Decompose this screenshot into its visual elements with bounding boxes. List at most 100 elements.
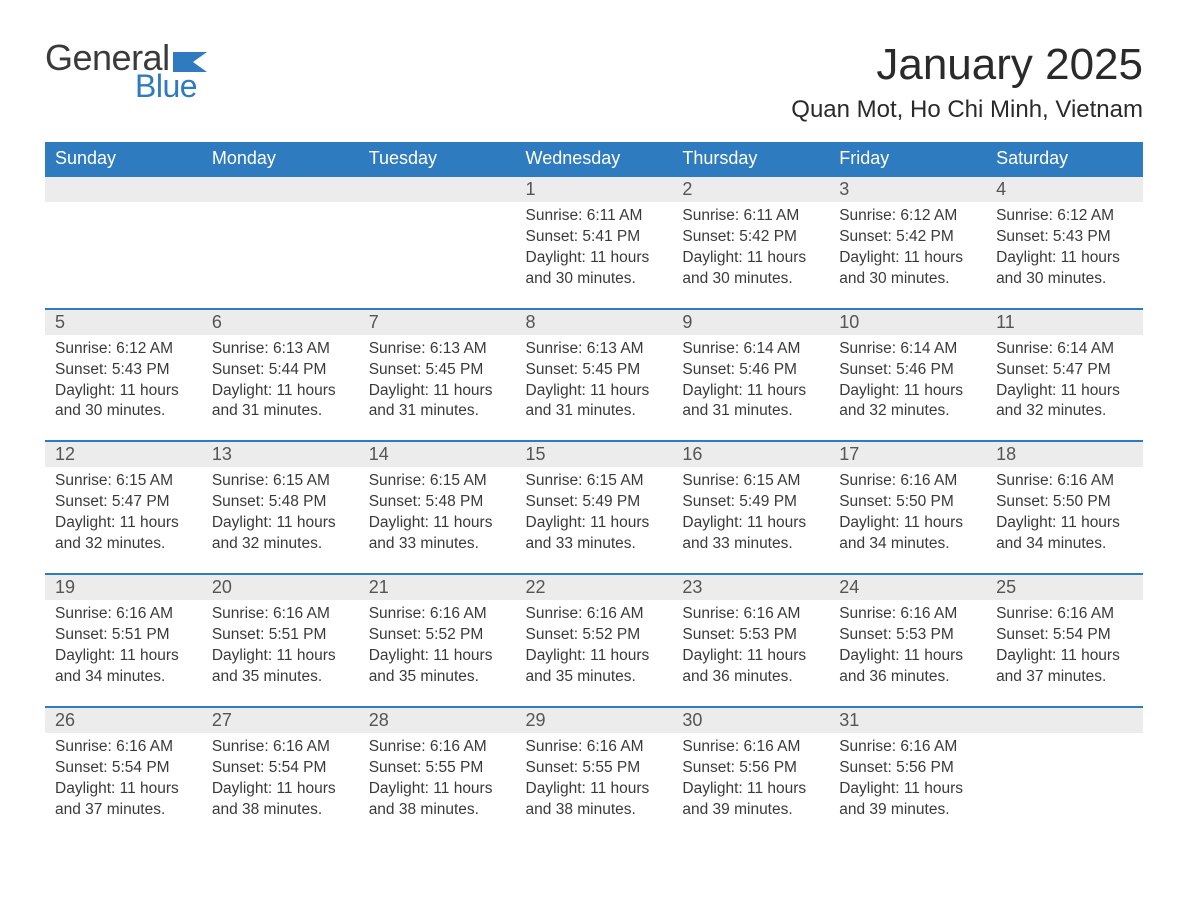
sunrise-text: Sunrise: 6:12 AM [996,206,1133,227]
sunrise-text: Sunrise: 6:15 AM [212,471,349,492]
day-number-cell: 3 [829,176,986,202]
day-number-cell [202,176,359,202]
daylight-text: Daylight: 11 hours and 35 minutes. [369,646,506,688]
day-number-cell: 17 [829,441,986,467]
sunrise-text: Sunrise: 6:16 AM [682,737,819,758]
sunset-text: Sunset: 5:43 PM [55,360,192,381]
day-number-cell: 13 [202,441,359,467]
sunset-text: Sunset: 5:46 PM [682,360,819,381]
day-number-cell: 5 [45,309,202,335]
sunset-text: Sunset: 5:56 PM [682,758,819,779]
month-title: January 2025 [791,40,1143,90]
daylight-text: Daylight: 11 hours and 36 minutes. [682,646,819,688]
sunrise-text: Sunrise: 6:16 AM [996,604,1133,625]
day-content-cell: Sunrise: 6:13 AMSunset: 5:45 PMDaylight:… [359,335,516,442]
sunset-text: Sunset: 5:49 PM [682,492,819,513]
day-content-cell: Sunrise: 6:12 AMSunset: 5:43 PMDaylight:… [986,202,1143,309]
sunset-text: Sunset: 5:53 PM [839,625,976,646]
day-number-cell: 30 [672,707,829,733]
day-content-cell: Sunrise: 6:16 AMSunset: 5:51 PMDaylight:… [45,600,202,707]
day-content-cell: Sunrise: 6:11 AMSunset: 5:41 PMDaylight:… [516,202,673,309]
day-number-cell: 20 [202,574,359,600]
day-number-cell: 8 [516,309,673,335]
daylight-text: Daylight: 11 hours and 37 minutes. [996,646,1133,688]
sunrise-text: Sunrise: 6:14 AM [839,339,976,360]
sunrise-text: Sunrise: 6:13 AM [526,339,663,360]
day-content-cell: Sunrise: 6:13 AMSunset: 5:45 PMDaylight:… [516,335,673,442]
daylight-text: Daylight: 11 hours and 32 minutes. [839,381,976,423]
day-header: Saturday [986,142,1143,176]
week-daynum-row: 1234 [45,176,1143,202]
sunrise-text: Sunrise: 6:16 AM [369,604,506,625]
sunrise-text: Sunrise: 6:14 AM [682,339,819,360]
day-number-cell: 7 [359,309,516,335]
title-block: January 2025 Quan Mot, Ho Chi Minh, Viet… [791,40,1143,124]
day-content-cell: Sunrise: 6:15 AMSunset: 5:49 PMDaylight:… [516,467,673,574]
week-daynum-row: 567891011 [45,309,1143,335]
sunrise-text: Sunrise: 6:15 AM [369,471,506,492]
daylight-text: Daylight: 11 hours and 30 minutes. [55,381,192,423]
daylight-text: Daylight: 11 hours and 31 minutes. [682,381,819,423]
sunrise-text: Sunrise: 6:16 AM [526,604,663,625]
day-number-cell: 16 [672,441,829,467]
day-content-cell: Sunrise: 6:16 AMSunset: 5:55 PMDaylight:… [516,733,673,839]
sunset-text: Sunset: 5:42 PM [682,227,819,248]
day-content-cell: Sunrise: 6:16 AMSunset: 5:50 PMDaylight:… [986,467,1143,574]
day-header: Tuesday [359,142,516,176]
daylight-text: Daylight: 11 hours and 31 minutes. [212,381,349,423]
sunset-text: Sunset: 5:52 PM [526,625,663,646]
day-content-cell: Sunrise: 6:16 AMSunset: 5:54 PMDaylight:… [986,600,1143,707]
sunset-text: Sunset: 5:55 PM [369,758,506,779]
sunset-text: Sunset: 5:51 PM [212,625,349,646]
sunset-text: Sunset: 5:45 PM [369,360,506,381]
sunrise-text: Sunrise: 6:16 AM [839,737,976,758]
day-number-cell: 11 [986,309,1143,335]
sunset-text: Sunset: 5:46 PM [839,360,976,381]
day-header-row: Sunday Monday Tuesday Wednesday Thursday… [45,142,1143,176]
sunset-text: Sunset: 5:54 PM [212,758,349,779]
week-content-row: Sunrise: 6:11 AMSunset: 5:41 PMDaylight:… [45,202,1143,309]
daylight-text: Daylight: 11 hours and 33 minutes. [369,513,506,555]
day-content-cell [202,202,359,309]
day-number-cell: 12 [45,441,202,467]
sunrise-text: Sunrise: 6:16 AM [839,604,976,625]
daylight-text: Daylight: 11 hours and 38 minutes. [369,779,506,821]
week-content-row: Sunrise: 6:12 AMSunset: 5:43 PMDaylight:… [45,335,1143,442]
day-number-cell: 28 [359,707,516,733]
daylight-text: Daylight: 11 hours and 34 minutes. [55,646,192,688]
daylight-text: Daylight: 11 hours and 37 minutes. [55,779,192,821]
sunset-text: Sunset: 5:50 PM [839,492,976,513]
sunrise-text: Sunrise: 6:12 AM [55,339,192,360]
sunrise-text: Sunrise: 6:13 AM [212,339,349,360]
day-content-cell: Sunrise: 6:15 AMSunset: 5:47 PMDaylight:… [45,467,202,574]
daylight-text: Daylight: 11 hours and 30 minutes. [526,248,663,290]
sunrise-text: Sunrise: 6:16 AM [55,737,192,758]
sunset-text: Sunset: 5:42 PM [839,227,976,248]
sunset-text: Sunset: 5:56 PM [839,758,976,779]
sunset-text: Sunset: 5:52 PM [369,625,506,646]
day-number-cell: 1 [516,176,673,202]
day-number-cell: 29 [516,707,673,733]
sunrise-text: Sunrise: 6:12 AM [839,206,976,227]
sunset-text: Sunset: 5:54 PM [996,625,1133,646]
sunset-text: Sunset: 5:47 PM [55,492,192,513]
daylight-text: Daylight: 11 hours and 34 minutes. [839,513,976,555]
week-daynum-row: 262728293031 [45,707,1143,733]
sunset-text: Sunset: 5:48 PM [212,492,349,513]
day-content-cell: Sunrise: 6:16 AMSunset: 5:51 PMDaylight:… [202,600,359,707]
day-number-cell [986,707,1143,733]
day-number-cell: 26 [45,707,202,733]
sunset-text: Sunset: 5:41 PM [526,227,663,248]
day-content-cell [45,202,202,309]
day-content-cell: Sunrise: 6:14 AMSunset: 5:47 PMDaylight:… [986,335,1143,442]
daylight-text: Daylight: 11 hours and 30 minutes. [996,248,1133,290]
day-number-cell: 23 [672,574,829,600]
day-number-cell: 25 [986,574,1143,600]
day-content-cell: Sunrise: 6:16 AMSunset: 5:53 PMDaylight:… [829,600,986,707]
day-content-cell: Sunrise: 6:16 AMSunset: 5:54 PMDaylight:… [45,733,202,839]
calendar-table: Sunday Monday Tuesday Wednesday Thursday… [45,142,1143,838]
day-number-cell: 19 [45,574,202,600]
day-number-cell: 24 [829,574,986,600]
day-content-cell: Sunrise: 6:12 AMSunset: 5:42 PMDaylight:… [829,202,986,309]
week-daynum-row: 12131415161718 [45,441,1143,467]
